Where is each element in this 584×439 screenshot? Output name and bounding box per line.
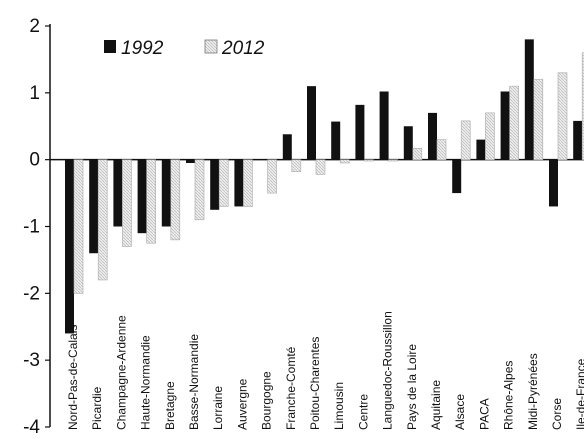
bar-2012 (73, 159, 84, 294)
bar-2012 (581, 52, 584, 160)
y-tick-label: -1 (23, 217, 40, 238)
bars (65, 39, 584, 334)
bar-1992 (428, 112, 437, 160)
bar-2012 (509, 85, 519, 160)
x-tick-label: Poitou-Charentes (308, 337, 322, 430)
bar-2012 (460, 120, 471, 160)
x-tick-label: Corse (550, 398, 564, 430)
x-tick-label: Auvergne (235, 378, 249, 430)
bar-1992 (89, 159, 99, 254)
bar-1992 (113, 159, 123, 227)
y-tick-label: 0 (29, 150, 40, 171)
y-tick-label: -2 (23, 283, 40, 304)
y-tick-label: 2 (29, 16, 40, 37)
bar-1992 (355, 104, 365, 160)
legend-label-2012: 2012 (221, 38, 265, 59)
bar-1992 (331, 121, 341, 160)
bar-2012 (315, 159, 326, 175)
x-tick-label: Picardie (90, 386, 104, 430)
bar-1992 (452, 159, 462, 194)
x-tick-label: Bourgogne (260, 371, 274, 430)
bar-1992 (573, 120, 583, 160)
bar-1992 (307, 86, 316, 160)
legend-label-1992: 1992 (121, 38, 164, 59)
bar-2012 (364, 159, 374, 162)
bar-1992 (379, 91, 389, 160)
x-tick-label: Alsace (453, 394, 467, 430)
x-tick-label: Languedoc-Roussillon (381, 311, 395, 430)
bar-1992 (500, 91, 510, 160)
bar-2012 (267, 159, 277, 194)
legend-swatch-1992 (104, 40, 116, 53)
bar-2012 (533, 79, 544, 160)
bar-2012 (339, 159, 350, 164)
x-tick-label: Bretagne (163, 381, 177, 430)
bar-2012 (388, 159, 398, 162)
legend-swatch-2012 (204, 39, 218, 54)
y-tick-label: -4 (23, 417, 40, 434)
x-tick-label: Pays de la Loire (405, 344, 419, 430)
bar-2012 (485, 112, 495, 160)
bar-2012 (97, 159, 108, 281)
bar-2012 (243, 159, 253, 207)
bar-2012 (122, 159, 132, 247)
x-tick-label: Rhône-Alpes (502, 361, 516, 430)
bar-1992 (137, 159, 147, 234)
bar-2012 (412, 148, 423, 160)
bar-1992 (234, 159, 244, 207)
bar-2012 (218, 159, 229, 207)
bar-1992 (161, 159, 171, 227)
x-tick-label: Midi-Pyrénées (526, 353, 540, 430)
legend: 1992 2012 (104, 38, 265, 59)
x-tick-label: Aquitaine (429, 380, 443, 430)
bar-1992 (282, 134, 292, 160)
x-tick-label: Champagne-Ardenne (114, 315, 128, 430)
bar-1992 (65, 159, 74, 334)
x-tick-label: Ile-de-France (574, 358, 584, 430)
x-tick-label: PACA (477, 398, 491, 430)
bar-2012 (436, 139, 447, 160)
bar-2012 (170, 159, 181, 241)
bar-2012 (291, 159, 302, 172)
bar-2012 (557, 72, 568, 160)
bar-1992 (476, 139, 486, 160)
x-tick-label: Nord-Pas-de-Calais (66, 325, 80, 430)
x-tick-label: Franche-Comté (284, 346, 298, 430)
x-tick-label: Basse-Normandie (187, 334, 201, 430)
bar-2012 (194, 159, 205, 221)
x-tick-label: Centre (356, 394, 370, 430)
bar-1992 (210, 159, 220, 210)
x-tick-labels: Nord-Pas-de-Calais Picardie Champagne-Arde… (66, 311, 584, 430)
bar-2012 (146, 159, 156, 244)
x-tick-label: Lorraine (211, 386, 225, 430)
bar-1992 (524, 39, 534, 160)
bar-1992 (186, 159, 195, 164)
y-tick-label: 1 (29, 83, 40, 104)
bar-1992 (403, 126, 413, 160)
y-tick-label: -3 (23, 350, 40, 371)
bar-1992 (549, 159, 558, 207)
x-tick-label: Haute-Normandie (139, 335, 153, 430)
x-tick-label: Limousin (332, 382, 346, 430)
